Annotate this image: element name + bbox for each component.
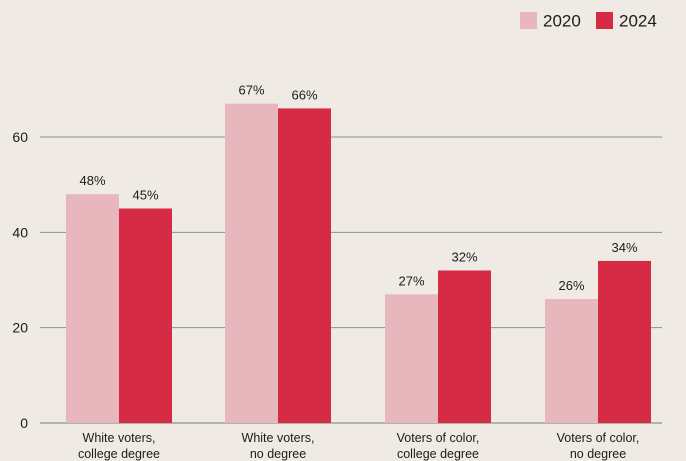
category-label: Voters of color, [397,431,480,445]
category-label: no degree [570,447,626,461]
legend-label: 2020 [543,12,581,31]
y-tick-label: 60 [12,129,28,145]
legend-swatch [596,12,613,29]
bar-2020-2 [385,294,438,423]
value-label-2020-2: 27% [398,273,424,288]
y-tick-label: 20 [12,320,28,336]
y-axis-ticks: 0 20 40 60 [12,129,28,431]
bar-2024-0 [119,208,172,423]
value-label-2024-2: 32% [451,249,477,264]
legend-swatch [520,12,537,29]
bar-2020-1 [225,103,278,423]
value-labels: 48% 67% 27% 26% 45% 66% 32% 34% [79,83,637,293]
value-label-2020-0: 48% [79,173,105,188]
bar-2024-1 [278,108,331,424]
value-label-2024-3: 34% [611,240,637,255]
value-label-2024-0: 45% [132,188,158,203]
bar-2020-0 [66,194,119,423]
bar-2024-3 [598,260,651,423]
y-tick-label: 40 [12,224,28,240]
category-label: college degree [397,447,479,461]
category-label: college degree [78,447,160,461]
bar-2020-3 [545,299,598,423]
value-label-2024-1: 66% [291,87,317,102]
bars [66,103,651,424]
bar-2024-2 [438,270,491,423]
x-axis-labels: White voters, college degree White voters,… [78,431,639,461]
category-label: White voters, [242,431,315,445]
legend: 2020 2024 [520,12,657,31]
legend-label: 2024 [619,12,657,31]
value-label-2020-3: 26% [558,278,584,293]
value-label-2020-1: 67% [238,83,264,98]
legend-item-2020: 2020 [520,12,581,31]
category-label: Voters of color, [557,431,640,445]
category-label: no degree [250,447,306,461]
legend-item-2024: 2024 [596,12,657,31]
y-tick-label: 0 [20,415,28,431]
category-label: White voters, [83,431,156,445]
